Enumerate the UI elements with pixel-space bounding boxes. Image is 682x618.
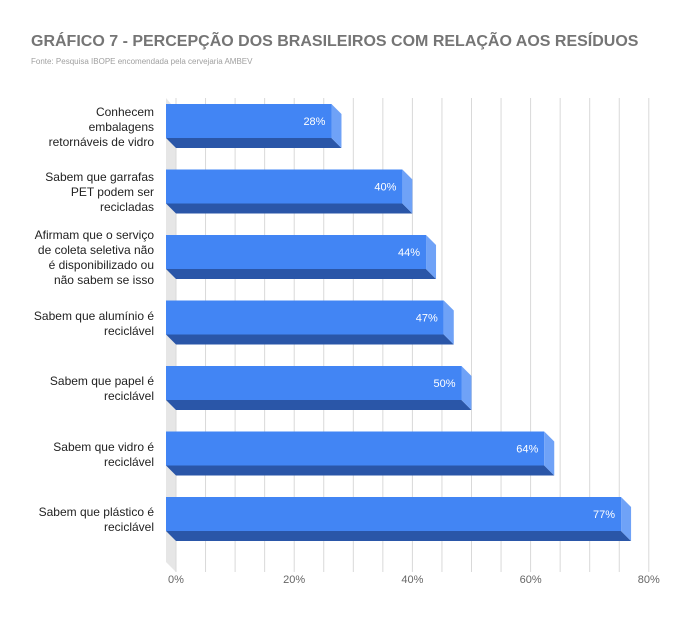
data-label: 28% (303, 116, 325, 128)
category-label: Sabem que plástico é reciclável (38, 505, 154, 534)
x-tick-label: 40% (401, 574, 423, 586)
bar-bottom-face (166, 334, 454, 345)
x-tick-label: 0% (168, 574, 184, 586)
bar-bottom-face (166, 465, 555, 476)
bar-end-face (621, 497, 632, 541)
bar (166, 235, 427, 269)
bar-bottom-face (166, 400, 472, 410)
bar-end-face (461, 366, 472, 410)
bar (166, 169, 403, 204)
bar-end-face (402, 169, 413, 214)
category-label: Sabem que papel é reciclável (49, 374, 154, 403)
bar (166, 104, 332, 138)
bar-bottom-face (166, 269, 437, 279)
data-label: 77% (593, 509, 615, 521)
data-label: 44% (398, 247, 420, 259)
bar-end-face (331, 104, 342, 148)
x-tick-label: 60% (520, 574, 542, 586)
category-label: Conhecem embalagens retornáveis de vidro (48, 104, 154, 149)
category-label: Sabem que garrafas PET podem ser recicla… (45, 170, 154, 214)
bar (166, 431, 545, 466)
bar-end-face (443, 300, 454, 345)
bar-end-face (544, 431, 555, 476)
data-label: 50% (433, 378, 455, 390)
data-label: 40% (374, 182, 396, 194)
bar (166, 497, 622, 531)
category-label: Sabem que vidro é reciclável (53, 439, 154, 469)
bar (166, 366, 462, 400)
chart-subtitle: Fonte: Pesquisa IBOPE encomendada pela c… (31, 57, 253, 66)
category-label: Sabem que alumínio é reciclável (33, 308, 154, 338)
x-tick-label: 80% (638, 574, 660, 586)
x-tick-label: 20% (283, 574, 305, 586)
data-label: 64% (516, 444, 538, 456)
bar-bottom-face (166, 138, 342, 148)
bar-end-face (426, 235, 437, 279)
chart-title: GRÁFICO 7 - PERCEPÇÃO DOS BRASILEIROS CO… (31, 33, 639, 50)
bar-bottom-face (166, 531, 632, 541)
bar (166, 300, 444, 335)
category-label: Afirmam que o serviço de coleta seletiva… (34, 228, 154, 287)
bar-bottom-face (166, 203, 413, 214)
data-label: 47% (416, 313, 438, 325)
